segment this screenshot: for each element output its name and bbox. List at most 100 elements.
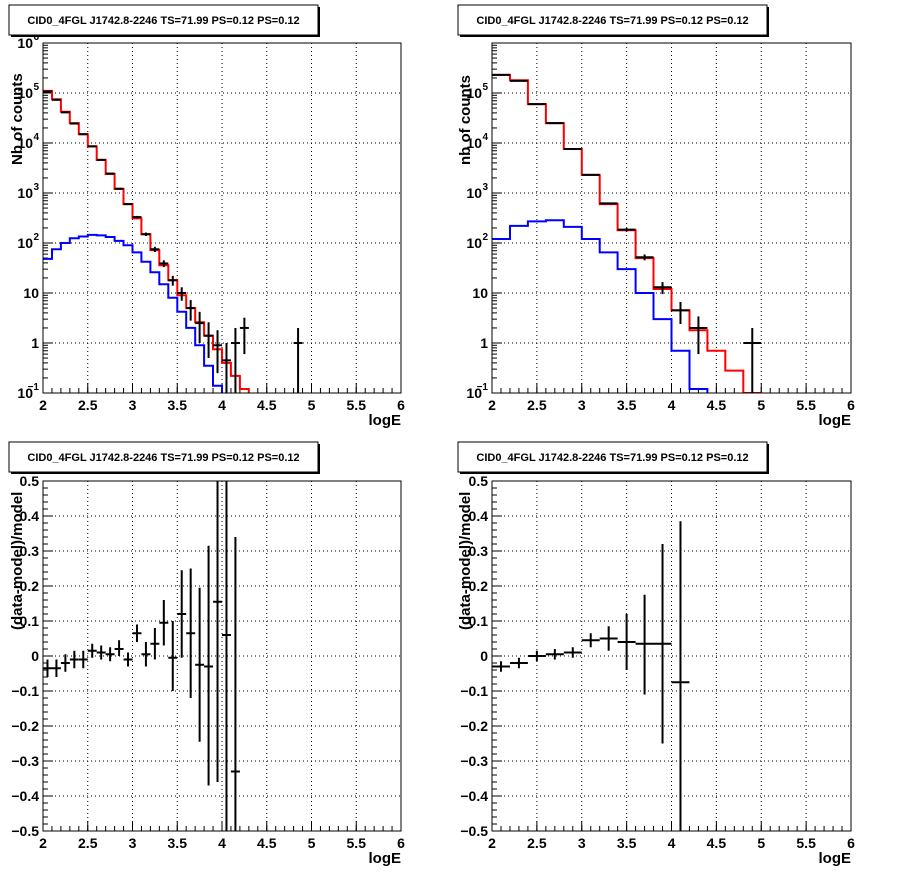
y-tick-exponent: 3 (33, 182, 39, 193)
chart-title: CID0_4FGL J1742.8-2246 TS=71.99 PS=0.12 … (27, 452, 299, 464)
y-tick-exponent: 2 (482, 232, 488, 243)
y-tick-label: 0.5 (20, 473, 40, 489)
y-tick-label: 10 (466, 135, 482, 151)
data-point (581, 633, 600, 648)
x-axis-title: logE (369, 850, 402, 867)
data-point (43, 659, 52, 677)
y-tick-exponent: 4 (482, 132, 488, 143)
data-point (563, 647, 582, 658)
plot-frame-border (491, 480, 852, 832)
y-tick-label: −0.1 (460, 683, 488, 699)
y-tick-label: 0 (31, 648, 39, 664)
data-point (195, 311, 205, 343)
y-axis-title: nb of counts (457, 75, 474, 165)
y-tick-exponent: 5 (482, 82, 488, 93)
y-tick-label: 10 (466, 85, 482, 101)
x-axis-title: logE (819, 850, 852, 867)
y-tick-label: 10 (17, 135, 33, 151)
x-tick-label: 5.5 (796, 397, 816, 413)
data-point (204, 545, 214, 786)
x-tick-label: 5 (308, 397, 316, 413)
x-tick-label: 5 (757, 835, 765, 851)
x-tick-label: 5.5 (347, 397, 367, 413)
data-point (195, 587, 205, 742)
data-point (213, 330, 222, 374)
y-tick-exponent: −1 (28, 382, 40, 393)
x-tick-label: 4.5 (707, 397, 727, 413)
x-tick-label: 3.5 (168, 397, 188, 413)
y-tick-exponent: 4 (33, 132, 39, 143)
data-point (69, 122, 79, 125)
y-tick-label: 0.1 (469, 613, 489, 629)
y-tick-exponent: 6 (33, 32, 39, 43)
data-point (60, 654, 70, 672)
data-point (635, 594, 654, 695)
y-tick-label: −0.5 (11, 823, 39, 839)
data-point (599, 202, 618, 205)
data-point (51, 98, 61, 101)
data-point (159, 600, 169, 646)
x-tick-label: 6 (397, 835, 405, 851)
x-tick-label: 5 (757, 397, 765, 413)
data-point (87, 643, 97, 658)
plot-data-area (43, 481, 240, 831)
data-point (168, 621, 178, 691)
y-tick-label: 0.2 (20, 578, 40, 594)
data-point (105, 172, 115, 175)
data-point (186, 568, 196, 698)
chart-title: CID0_4FGL J1742.8-2246 TS=71.99 PS=0.12 … (476, 452, 748, 464)
data-point (635, 254, 654, 261)
plot-data-area (492, 521, 690, 831)
y-tick-label: −0.1 (11, 683, 39, 699)
x-tick-label: 4 (668, 397, 676, 413)
y-tick-label: 10 (466, 185, 482, 201)
data-point (671, 302, 690, 324)
y-tick-label: 0.4 (469, 508, 489, 524)
data-point (69, 650, 79, 669)
data-point (563, 147, 582, 150)
data-point (123, 652, 133, 667)
data-point (545, 649, 564, 660)
x-tick-label: 6 (397, 397, 405, 413)
residual-panel-left: 2 2.5 3 3.5 4 4.5 5 5.5 6 −0.5 −0.4 −0.3 −0.2 −0.1 0 0.… (8, 441, 405, 867)
title-box (457, 441, 768, 473)
data-point (60, 111, 70, 114)
x-tick-label: 2.5 (527, 397, 547, 413)
data-point (581, 173, 600, 176)
data-point (132, 215, 142, 219)
data-point (527, 650, 546, 662)
data-point (87, 145, 97, 148)
data-point (186, 300, 196, 321)
y-tick-label: −0.5 (460, 823, 488, 839)
y-axis-title: (data-model)/model (457, 492, 474, 630)
x-tick-label: 2 (39, 397, 47, 413)
data-point (492, 661, 510, 672)
y-tick-exponent: 5 (33, 82, 39, 93)
data-point (177, 287, 187, 301)
plot-frame (491, 480, 852, 832)
source-model-histogram (43, 233, 223, 393)
data-point (168, 275, 178, 286)
data-point (509, 657, 528, 669)
y-tick-label: −0.2 (11, 718, 39, 734)
y-tick-label: 10 (472, 285, 488, 301)
x-tick-label: 2.5 (78, 397, 98, 413)
data-point (230, 537, 240, 831)
residual-panel-right: 2 2.5 3 3.5 4 4.5 5 5.5 6 −0.5 −0.4 −0.3 −0.2 −0.1 0 0.… (457, 441, 855, 867)
y-tick-label: −0.3 (11, 753, 39, 769)
data-point (78, 133, 88, 136)
chart-title: CID0_4FGL J1742.8-2246 TS=71.99 PS=0.12 … (476, 15, 748, 27)
y-tick-label: −0.4 (460, 788, 488, 804)
data-point (177, 570, 187, 658)
y-tick-label: 10 (17, 185, 33, 201)
data-point (689, 316, 708, 355)
y-tick-label: 0.3 (469, 543, 489, 559)
x-tick-label: 3 (129, 835, 137, 851)
data-point (159, 260, 169, 268)
y-tick-label: 10 (466, 385, 482, 401)
data-point (96, 645, 106, 660)
data-point (743, 327, 762, 393)
data-point (105, 647, 115, 662)
